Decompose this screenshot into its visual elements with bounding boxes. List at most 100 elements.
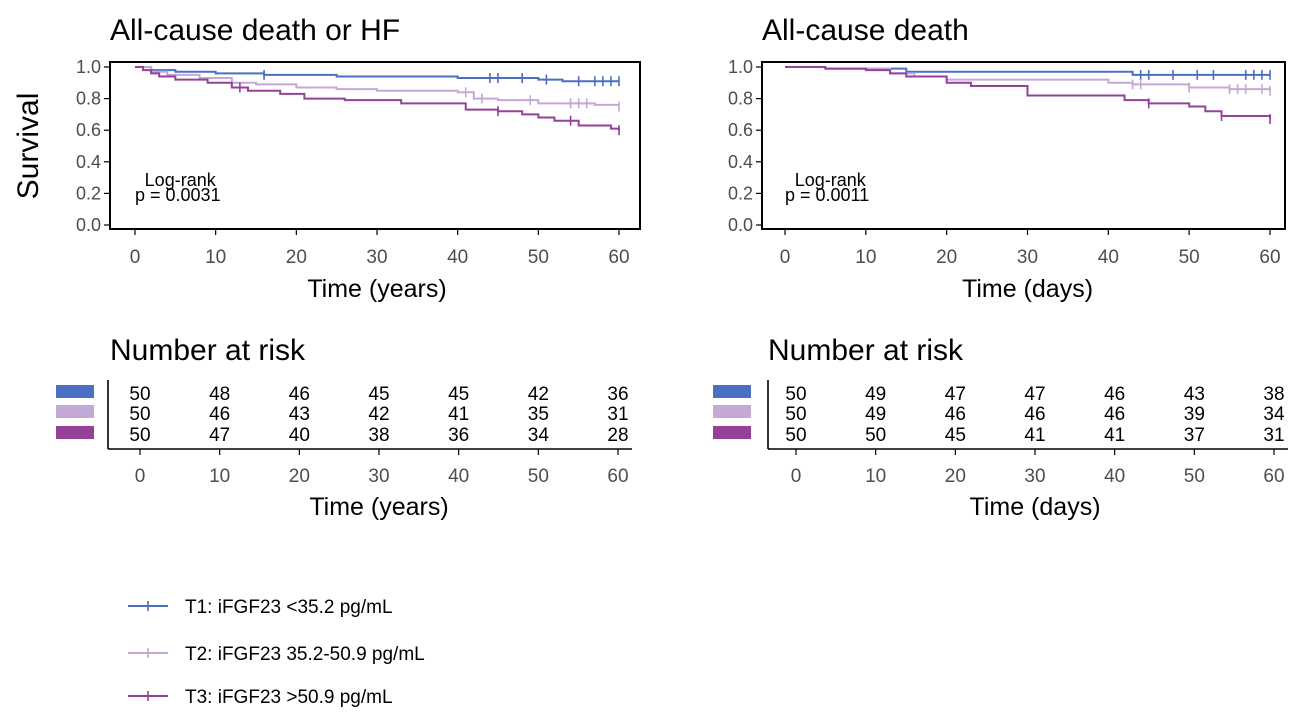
risk-count: 37 — [1184, 425, 1205, 446]
risk-count: 34 — [528, 425, 550, 446]
risk-count: 49 — [865, 404, 886, 425]
x-tick-label: 60 — [608, 247, 629, 268]
x-tick-label: 30 — [1017, 247, 1038, 268]
risk-x-tick-label: 60 — [1263, 466, 1284, 487]
risk-count: 47 — [209, 425, 230, 446]
y-tick-label: 0.6 — [76, 120, 101, 140]
x-tick-label: 10 — [205, 247, 226, 268]
risk-x-tick-label: 0 — [135, 466, 146, 487]
risk-x-tick-label: 50 — [1184, 466, 1205, 487]
x-tick-label: 40 — [1098, 247, 1119, 268]
y-tick-label: 1.0 — [76, 57, 101, 77]
risk-count: 48 — [209, 384, 230, 405]
risk-swatch-t3 — [713, 426, 751, 439]
risk-count: 36 — [607, 384, 628, 405]
risk-count: 40 — [289, 425, 310, 446]
risk-count: 38 — [368, 425, 389, 446]
km-curve-t2 — [785, 66, 1271, 91]
plot-frame — [109, 61, 641, 230]
logrank-pvalue: p = 0.0031 — [135, 185, 221, 205]
risk-count: 45 — [448, 384, 469, 405]
x-tick-label: 20 — [286, 247, 307, 268]
risk-count: 43 — [1184, 384, 1205, 405]
risk-count: 31 — [1263, 425, 1284, 446]
km-curve-t2 — [135, 66, 620, 107]
risk-count: 46 — [1104, 384, 1125, 405]
y-tick-label: 0.2 — [76, 183, 101, 203]
x-tick-label: 10 — [855, 247, 876, 268]
legend-label: T1: iFGF23 <35.2 pg/mL — [185, 597, 393, 618]
risk-swatch-t2 — [56, 405, 94, 418]
risk-count: 42 — [368, 404, 389, 425]
y-tick-label: 0.6 — [728, 120, 753, 140]
km-curve-t3 — [785, 66, 1271, 120]
risk-count: 50 — [785, 384, 806, 405]
risk-count: 46 — [1104, 404, 1125, 425]
risk-count: 46 — [289, 384, 310, 405]
plot-frame — [761, 61, 1286, 230]
legend: T1: iFGF23 <35.2 pg/mL T2: iFGF23 35.2-50… — [128, 597, 425, 708]
risk-x-tick-label: 40 — [448, 466, 469, 487]
risk-count: 43 — [289, 404, 310, 425]
risk-x-axis-label: Time (days) — [969, 493, 1100, 521]
risk-count: 35 — [528, 404, 549, 425]
legend-label: T3: iFGF23 >50.9 pg/mL — [185, 687, 393, 708]
risk-count: 41 — [1104, 425, 1125, 446]
risk-x-tick-label: 30 — [1024, 466, 1045, 487]
x-tick-label: 60 — [1259, 247, 1280, 268]
risk-count: 50 — [785, 425, 806, 446]
risk-x-tick-label: 60 — [607, 466, 628, 487]
x-tick-label: 40 — [447, 247, 468, 268]
chart-title: All-cause death — [762, 14, 969, 47]
risk-count: 36 — [448, 425, 469, 446]
risk-count: 42 — [528, 384, 549, 405]
risk-x-tick-label: 20 — [945, 466, 966, 487]
risk-x-tick-label: 30 — [368, 466, 389, 487]
km-panel-1: All-cause death or HF 0.0 0.2 0.4 0.6 0.8 1.0 0… — [56, 14, 641, 521]
risk-swatch-t1 — [56, 385, 94, 398]
x-tick-label: 50 — [1179, 247, 1200, 268]
risk-count: 50 — [785, 404, 806, 425]
risk-swatch-t3 — [56, 426, 94, 439]
x-tick-label: 0 — [130, 247, 141, 268]
y-tick-label: 0.4 — [76, 152, 101, 172]
risk-x-tick-label: 40 — [1104, 466, 1125, 487]
risk-count: 45 — [368, 384, 389, 405]
logrank-label: Log-rank — [145, 170, 217, 190]
y-axis-label: Survival — [12, 93, 45, 200]
y-tick-label: 0.8 — [728, 89, 753, 109]
risk-count: 50 — [865, 425, 886, 446]
y-tick-label: 0.2 — [728, 183, 753, 203]
risk-x-tick-label: 10 — [865, 466, 886, 487]
risk-count: 49 — [865, 384, 886, 405]
risk-count: 38 — [1263, 384, 1284, 405]
km-curve-t3 — [135, 66, 620, 131]
risk-count: 46 — [209, 404, 230, 425]
risk-count: 50 — [129, 404, 150, 425]
x-tick-label: 0 — [780, 247, 791, 268]
risk-title: Number at risk — [110, 334, 306, 367]
risk-swatch-t2 — [713, 405, 751, 418]
risk-count: 39 — [1184, 404, 1205, 425]
km-curve-t1 — [135, 66, 619, 83]
risk-count: 46 — [1024, 404, 1045, 425]
x-tick-label: 30 — [366, 247, 387, 268]
logrank-pvalue: p = 0.0011 — [785, 185, 869, 205]
x-axis-label: Time (years) — [307, 275, 446, 303]
risk-x-tick-label: 20 — [289, 466, 310, 487]
y-tick-label: 1.0 — [728, 57, 753, 77]
risk-count: 41 — [1024, 425, 1045, 446]
risk-count: 41 — [448, 404, 469, 425]
y-tick-label: 0.0 — [728, 215, 753, 235]
chart-title: All-cause death or HF — [110, 14, 400, 47]
y-tick-label: 0.4 — [728, 152, 753, 172]
y-tick-label: 0.0 — [76, 215, 101, 235]
risk-count: 47 — [1024, 384, 1045, 405]
risk-x-axis-label: Time (years) — [309, 493, 448, 521]
risk-count: 50 — [129, 384, 150, 405]
x-tick-label: 50 — [528, 247, 549, 268]
risk-x-tick-label: 0 — [791, 466, 802, 487]
risk-count: 47 — [945, 384, 966, 405]
risk-count: 28 — [607, 425, 628, 446]
